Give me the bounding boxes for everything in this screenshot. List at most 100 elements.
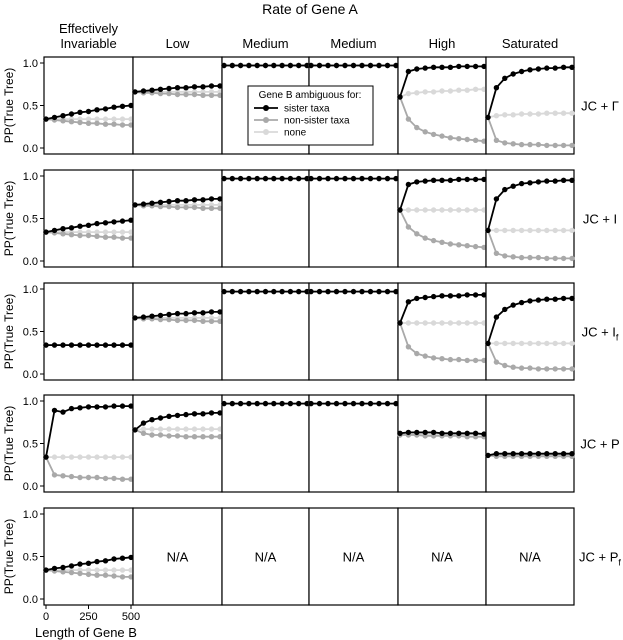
panel-0-1 xyxy=(132,56,223,155)
data-point-none xyxy=(94,116,100,122)
y-axis-label: PP(True Tree) xyxy=(2,181,16,257)
data-point-sister-taxa xyxy=(485,227,491,234)
data-point-non-sister-taxa xyxy=(68,119,75,125)
data-point-sister-taxa xyxy=(405,299,412,305)
data-point-sister-taxa xyxy=(200,84,206,90)
data-point-none xyxy=(430,320,437,326)
data-point-non-sister-taxa xyxy=(217,434,223,440)
data-point-sister-taxa xyxy=(221,175,227,182)
series-sister-taxa xyxy=(43,554,134,573)
panel-frame xyxy=(485,507,575,606)
data-point-sister-taxa xyxy=(229,62,235,69)
data-point-none xyxy=(464,320,470,326)
data-point-sister-taxa xyxy=(77,405,83,411)
data-point-sister-taxa xyxy=(304,62,310,69)
data-point-sister-taxa xyxy=(111,403,117,409)
data-point-sister-taxa xyxy=(376,400,382,407)
data-point-non-sister-taxa xyxy=(422,129,428,135)
data-point-sister-taxa xyxy=(527,180,533,186)
panel-frame xyxy=(221,169,310,268)
data-point-none xyxy=(569,110,575,116)
data-point-non-sister-taxa xyxy=(128,574,134,580)
data-point-none xyxy=(157,426,164,432)
y-tick-label: 0.5 xyxy=(23,327,38,339)
data-point-none xyxy=(94,567,100,573)
panel-3-0 xyxy=(43,394,134,493)
data-point-none xyxy=(439,320,445,326)
data-point-sister-taxa xyxy=(221,288,227,295)
data-point-non-sister-taxa xyxy=(183,204,189,211)
data-point-none xyxy=(552,340,558,347)
data-point-non-sister-taxa xyxy=(119,122,126,128)
data-point-none xyxy=(527,227,533,234)
data-point-non-sister-taxa xyxy=(200,205,206,211)
data-point-none xyxy=(502,227,508,234)
panel-0-0 xyxy=(43,56,134,155)
data-point-sister-taxa xyxy=(128,403,134,409)
data-point-sister-taxa xyxy=(384,400,391,407)
data-point-sister-taxa xyxy=(430,64,437,71)
model-label-subscript: f xyxy=(616,333,619,343)
data-point-non-sister-taxa xyxy=(535,254,542,261)
data-point-sister-taxa xyxy=(308,62,314,69)
model-label: JC + If xyxy=(582,325,619,343)
panel-1-4 xyxy=(397,169,487,268)
data-point-sister-taxa xyxy=(376,62,382,69)
y-tick-label: 0.0 xyxy=(23,143,38,155)
data-point-sister-taxa xyxy=(191,310,198,316)
data-point-sister-taxa xyxy=(422,65,428,71)
panel-row-4: 0.0 0.5 1.0 PP(True Tree) JC + Pf N/A N/A N/A N/… xyxy=(2,507,621,623)
data-point-none xyxy=(94,229,100,235)
y-tick-label: 0.5 xyxy=(23,101,38,113)
data-point-none xyxy=(535,340,542,347)
series-sister-taxa xyxy=(485,295,575,347)
data-point-none xyxy=(166,426,172,432)
data-point-none xyxy=(510,112,516,118)
data-point-none xyxy=(128,567,134,573)
legend-marker-none xyxy=(263,129,269,135)
data-point-sister-taxa xyxy=(333,62,340,69)
panel-1-2 xyxy=(221,169,310,268)
na-label: N/A xyxy=(255,550,277,565)
data-point-sister-taxa xyxy=(132,202,138,208)
data-point-none xyxy=(510,227,516,234)
data-point-sister-taxa xyxy=(304,400,310,407)
data-point-none xyxy=(191,426,198,432)
legend-marker-non-sister-taxa xyxy=(263,117,269,123)
data-point-non-sister-taxa xyxy=(102,121,109,127)
data-point-sister-taxa xyxy=(405,68,412,75)
data-point-none xyxy=(208,426,215,432)
data-point-sister-taxa xyxy=(439,177,445,183)
data-point-sister-taxa xyxy=(502,75,508,82)
panel-frame xyxy=(132,169,223,268)
data-point-sister-taxa xyxy=(271,400,277,407)
data-point-non-sister-taxa xyxy=(208,318,215,324)
data-point-none xyxy=(102,567,109,573)
data-point-none xyxy=(439,207,445,213)
model-label-base: JC + Γ xyxy=(581,99,619,114)
data-point-sister-taxa xyxy=(481,63,487,70)
data-point-none xyxy=(422,207,428,213)
data-point-non-sister-taxa xyxy=(439,239,445,245)
data-point-sister-taxa xyxy=(510,71,516,77)
data-point-sister-taxa xyxy=(221,400,227,407)
data-point-sister-taxa xyxy=(94,404,100,410)
data-point-sister-taxa xyxy=(464,292,470,298)
data-point-sister-taxa xyxy=(325,288,331,295)
data-point-sister-taxa xyxy=(333,288,340,295)
data-point-sister-taxa xyxy=(502,306,508,313)
data-point-non-sister-taxa xyxy=(166,203,172,210)
data-point-non-sister-taxa xyxy=(430,131,437,138)
data-point-non-sister-taxa xyxy=(217,318,223,324)
data-point-sister-taxa xyxy=(43,567,49,573)
series-non-sister-taxa xyxy=(43,454,134,482)
data-point-sister-taxa xyxy=(68,405,75,412)
data-point-non-sister-taxa xyxy=(157,90,164,97)
series-sister-taxa xyxy=(43,102,134,122)
data-point-non-sister-taxa xyxy=(560,255,567,262)
y-axis-label: PP(True Tree) xyxy=(2,294,16,370)
data-point-non-sister-taxa xyxy=(439,356,445,362)
data-point-non-sister-taxa xyxy=(60,569,66,575)
data-point-none xyxy=(111,116,117,122)
data-point-sister-taxa xyxy=(430,293,437,300)
